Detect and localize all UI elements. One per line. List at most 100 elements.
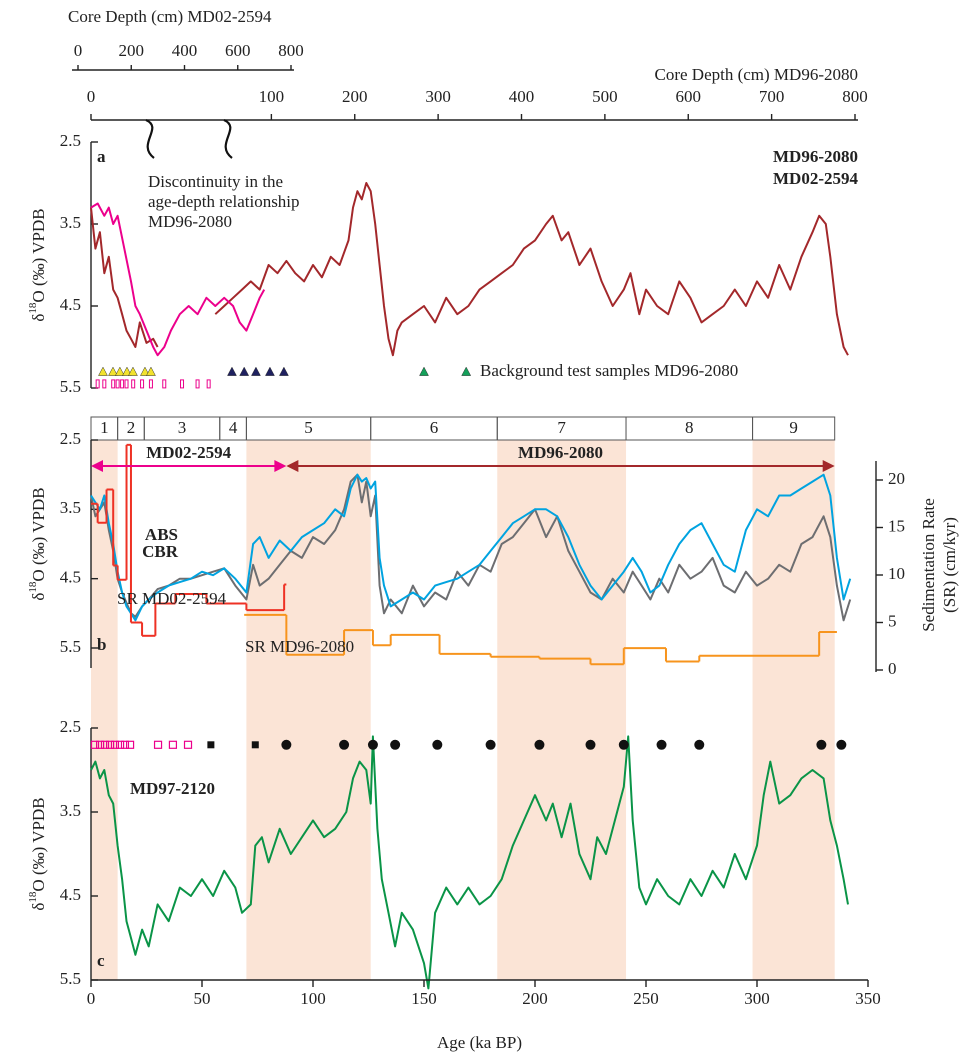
series-line xyxy=(90,202,266,357)
series-line xyxy=(90,735,849,990)
x-tick-label: 300 xyxy=(744,989,770,1008)
stage-box xyxy=(752,416,836,441)
depth-tick-label: 500 xyxy=(592,87,618,106)
sample-marker xyxy=(251,366,261,376)
y-tick-label: 5.5 xyxy=(60,377,81,396)
sample-marker xyxy=(102,379,107,389)
sample-marker xyxy=(153,740,163,749)
sample-marker xyxy=(265,366,275,376)
annotation: age-depth relationship xyxy=(148,192,300,211)
stage-label: 7 xyxy=(557,418,566,437)
stage-label: 3 xyxy=(178,418,187,437)
panel-label: a xyxy=(97,147,106,166)
legend-entry: MD02-2594 xyxy=(773,169,858,188)
x-tick-label: 150 xyxy=(411,989,437,1008)
sample-marker xyxy=(836,739,847,750)
y-tick-label: 3.5 xyxy=(60,498,81,517)
y-title-sup: 18 xyxy=(27,302,39,314)
sample-marker xyxy=(115,740,125,749)
sample-marker xyxy=(618,739,629,750)
background-layer xyxy=(91,440,835,980)
series-line xyxy=(90,473,852,622)
sample-marker xyxy=(162,379,167,389)
arrow-head xyxy=(91,460,103,472)
sample-marker xyxy=(206,379,211,389)
y2-tick-label: 10 xyxy=(888,564,905,583)
sample-marker xyxy=(339,739,350,750)
sample-marker xyxy=(110,740,120,749)
sample-marker xyxy=(125,740,135,749)
sample-marker xyxy=(111,379,116,389)
y-title-part: δ xyxy=(29,903,48,911)
range-label: MD02-2594 xyxy=(146,443,231,462)
y2-tick-label: 20 xyxy=(888,469,905,488)
series-label: SR MD02-2594 xyxy=(117,589,227,608)
y-tick-label: 2.5 xyxy=(60,429,81,448)
sample-marker xyxy=(694,739,705,750)
depth-tick-label: 600 xyxy=(225,41,251,60)
y-title-part: O (‰) VPDB xyxy=(29,487,48,581)
y2-tick-label: 5 xyxy=(888,611,897,630)
sample-marker xyxy=(100,740,110,749)
sample-marker xyxy=(585,739,596,750)
sample-marker xyxy=(279,366,289,376)
series-label: SR MD96-2080 xyxy=(245,637,354,656)
y2-axis-title: (SR) (cm/kyr) xyxy=(940,517,959,613)
series-label: CBR xyxy=(142,542,179,561)
annotation: Background test samples MD96-2080 xyxy=(480,361,738,380)
sample-marker xyxy=(95,379,100,389)
sample-marker xyxy=(168,740,178,749)
series-line xyxy=(90,182,849,357)
sample-marker xyxy=(485,739,496,750)
sample-marker xyxy=(140,379,145,389)
y-tick-label: 2.5 xyxy=(60,131,81,150)
sample-marker xyxy=(281,739,292,750)
stage-label: 6 xyxy=(430,418,439,437)
legend-entry: MD96-2080 xyxy=(773,147,858,166)
depth-tick-label: 400 xyxy=(172,41,198,60)
depth-tick-label: 0 xyxy=(87,87,96,106)
y2-tick-label: 15 xyxy=(888,516,905,535)
sample-marker xyxy=(140,366,150,376)
stage-shading xyxy=(752,440,835,980)
depth-tick-label: 100 xyxy=(259,87,285,106)
sample-marker xyxy=(120,379,125,389)
y-tick-label: 2.5 xyxy=(60,717,81,736)
y2-tick-label: 0 xyxy=(888,659,897,678)
stage-label: 9 xyxy=(789,418,798,437)
sample-marker xyxy=(239,366,250,376)
y-title-sup: 18 xyxy=(27,581,39,593)
y-title-part: δ xyxy=(29,314,48,322)
sample-marker xyxy=(534,739,545,750)
y-axis-title: δ18O (‰) VPDB xyxy=(27,208,48,321)
annotation: Discontinuity in the xyxy=(148,172,283,191)
axis-break xyxy=(223,118,233,159)
depth-axis-title: Core Depth (cm) MD96-2080 xyxy=(655,65,859,84)
x-tick-label: 250 xyxy=(633,989,659,1008)
arrow-head xyxy=(822,460,835,472)
y-title-part: δ xyxy=(29,593,48,601)
panel-label: b xyxy=(97,635,106,654)
sample-marker xyxy=(183,740,193,749)
x-axis-title: Age (ka BP) xyxy=(437,1033,522,1052)
stage-label: 5 xyxy=(304,418,313,437)
stage-shading xyxy=(246,440,371,980)
sample-marker xyxy=(115,379,120,389)
depth-axis-title: Core Depth (cm) MD02-2594 xyxy=(68,7,272,26)
y-title-part: O (‰) VPDB xyxy=(29,797,48,891)
y-title-part: O (‰) VPDB xyxy=(29,208,48,302)
sample-marker xyxy=(207,741,215,749)
sample-marker xyxy=(128,366,138,376)
sample-marker xyxy=(131,379,136,389)
sample-marker xyxy=(432,739,443,750)
y-tick-label: 3.5 xyxy=(60,801,81,820)
depth-tick-label: 400 xyxy=(509,87,535,106)
stage-label: 8 xyxy=(685,418,694,437)
sample-marker xyxy=(656,739,667,750)
depth-tick-label: 800 xyxy=(842,87,868,106)
panel-label: c xyxy=(97,951,105,970)
y-tick-label: 4.5 xyxy=(60,885,81,904)
annotation: MD96-2080 xyxy=(148,212,232,231)
